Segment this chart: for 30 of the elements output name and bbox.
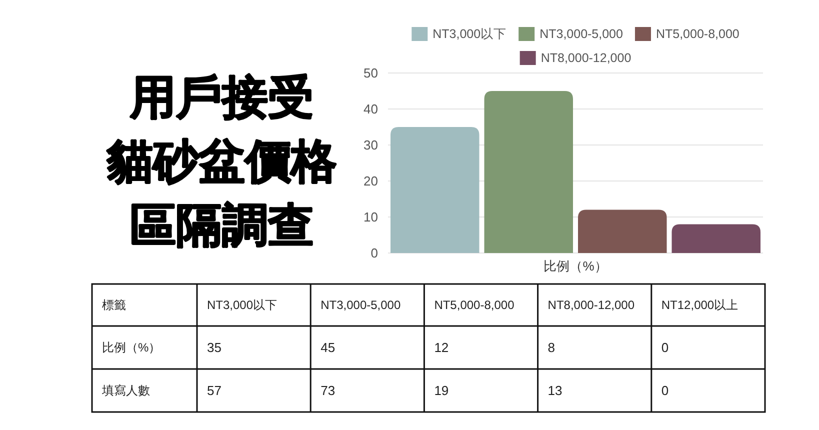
cell: 45: [320, 340, 336, 355]
legend-label: NT3,000-5,000: [540, 27, 623, 41]
cell: 73: [320, 383, 336, 398]
cell: 19: [434, 383, 449, 398]
legend-label: NT3,000以下: [432, 27, 507, 41]
column-head: NT12,000以上: [661, 298, 738, 312]
column-head: NT3,000以下: [207, 298, 278, 312]
title: 用戶接受貓砂盆價格區隔調查: [107, 70, 337, 252]
y-tick: 0: [370, 246, 378, 260]
cell: 12: [434, 340, 449, 355]
column-head: NT3,000-5,000: [320, 298, 401, 312]
cell: 35: [207, 340, 222, 355]
legend-label: NT5,000-8,000: [656, 27, 740, 41]
y-tick: 20: [364, 174, 378, 188]
legend-label: NT8,000-12,000: [540, 51, 632, 65]
cell: 8: [548, 340, 556, 355]
y-tick: 10: [364, 210, 378, 224]
y-tick: 50: [364, 66, 378, 80]
column-head: NT8,000-12,000: [548, 298, 635, 312]
cell: 57: [207, 383, 222, 398]
x-tick: 比例（%）: [544, 258, 608, 274]
table-corner: 標籤: [102, 298, 126, 312]
y-tick: 30: [364, 138, 378, 152]
row-head: 比例（%）: [102, 340, 161, 354]
cell: 0: [661, 340, 669, 355]
column-head: NT5,000-8,000: [434, 298, 514, 312]
cell: 0: [661, 383, 669, 398]
cell: 13: [548, 383, 562, 398]
row-head: 填寫人數: [102, 384, 150, 398]
y-tick: 40: [364, 102, 378, 116]
